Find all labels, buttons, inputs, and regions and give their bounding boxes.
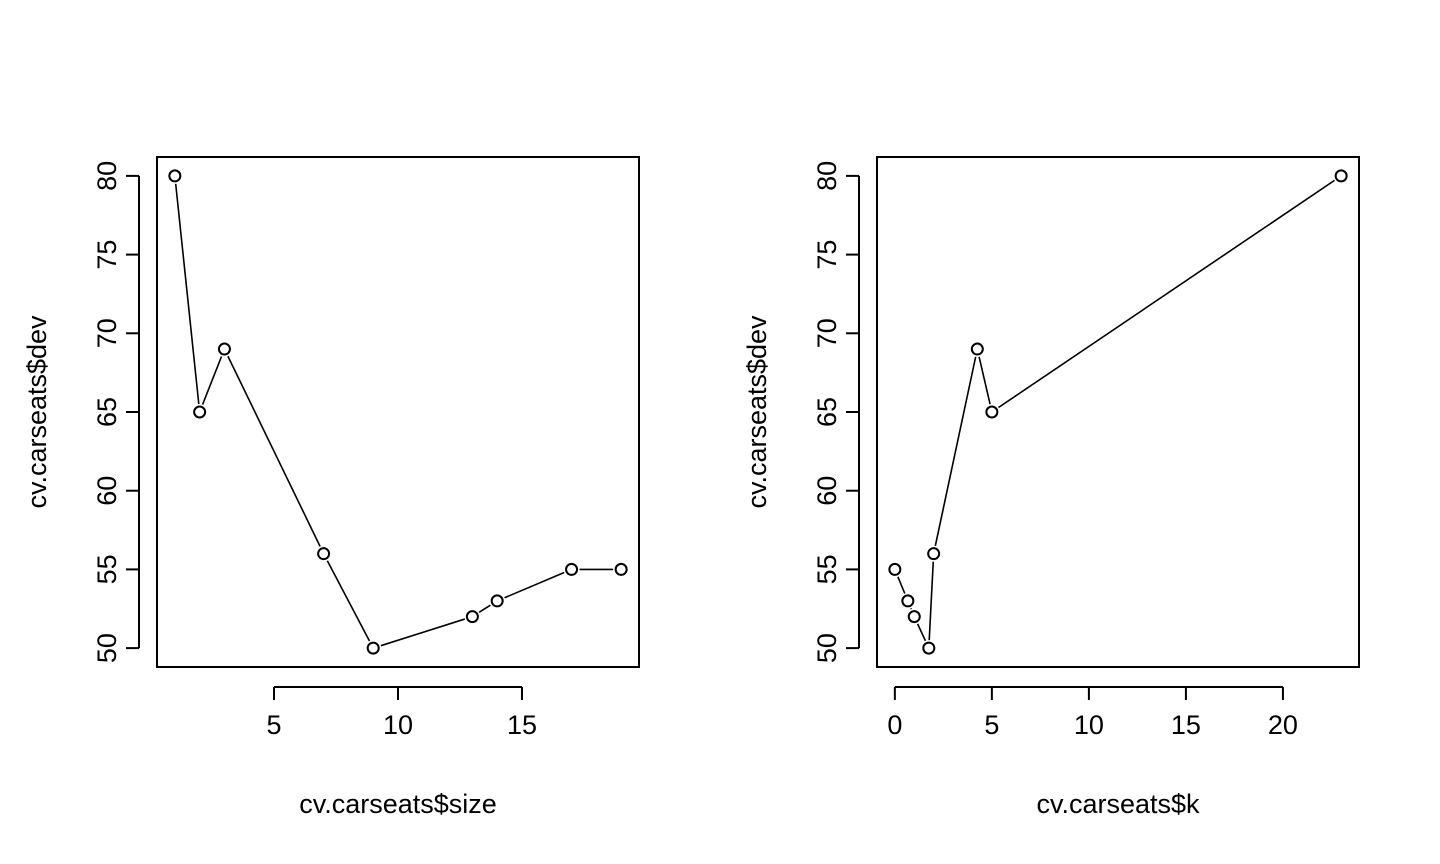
series-segment bbox=[227, 355, 321, 547]
series-segment bbox=[916, 623, 927, 642]
series-segment bbox=[978, 356, 991, 405]
y-tick-label: 50 bbox=[92, 633, 122, 663]
panel-k-vs-dev: 0 5 10 15 20 50 55 60 65 70 75 80 cv.carseats$k cv.… bbox=[742, 156, 1360, 819]
x-tick-label: 15 bbox=[507, 710, 537, 740]
y-tick-label: 50 bbox=[812, 633, 842, 663]
series-segment bbox=[201, 356, 223, 405]
data-point bbox=[490, 594, 504, 608]
x-tick-label: 10 bbox=[1074, 710, 1104, 740]
y-tick-label: 70 bbox=[92, 318, 122, 348]
x-tick-label: 5 bbox=[984, 710, 999, 740]
y-tick-label: 70 bbox=[812, 318, 842, 348]
panel-size-vs-dev: 5 10 15 50 55 60 65 70 75 80 cv.carseats$size cv.… bbox=[22, 156, 640, 819]
axes-layer: 0 5 10 15 20 50 55 60 65 70 75 80 bbox=[812, 161, 1298, 740]
data-point bbox=[907, 610, 921, 624]
lines-layer bbox=[897, 179, 1335, 642]
y-tick-label: 75 bbox=[92, 240, 122, 270]
y-tick-label: 60 bbox=[92, 476, 122, 506]
x-tick-label: 10 bbox=[383, 710, 413, 740]
y-tick-label: 60 bbox=[812, 476, 842, 506]
series-segment bbox=[478, 604, 491, 614]
data-point bbox=[366, 641, 380, 655]
series-segment bbox=[326, 560, 371, 642]
data-point bbox=[317, 547, 331, 561]
x-tick-label: 5 bbox=[267, 710, 282, 740]
y-tick-label: 65 bbox=[92, 397, 122, 427]
series-segment bbox=[998, 179, 1335, 409]
data-point bbox=[565, 562, 579, 576]
x-axis-label: cv.carseats$k bbox=[1036, 789, 1200, 819]
x-tick-label: 0 bbox=[887, 710, 902, 740]
data-point bbox=[922, 641, 936, 655]
data-point bbox=[888, 562, 902, 576]
series-segment bbox=[897, 576, 906, 594]
x-tick-label: 15 bbox=[1171, 710, 1201, 740]
series-segment bbox=[934, 356, 977, 547]
plot-box bbox=[156, 156, 640, 668]
data-point bbox=[217, 342, 231, 356]
x-axis-label: cv.carseats$size bbox=[299, 789, 497, 819]
data-point bbox=[927, 547, 941, 561]
x-tick-label: 20 bbox=[1268, 710, 1298, 740]
y-tick-label: 55 bbox=[92, 554, 122, 584]
data-point bbox=[1334, 169, 1348, 183]
data-point bbox=[193, 405, 207, 419]
data-point bbox=[168, 169, 182, 183]
lines-layer bbox=[174, 183, 614, 647]
plot-box bbox=[876, 156, 1360, 668]
y-tick-label: 80 bbox=[812, 161, 842, 191]
data-point bbox=[465, 610, 479, 624]
series-segment bbox=[380, 618, 465, 647]
series-segment bbox=[174, 183, 200, 405]
y-tick-label: 75 bbox=[812, 240, 842, 270]
y-tick-label: 80 bbox=[92, 161, 122, 191]
series-segment bbox=[504, 571, 565, 599]
y-tick-label: 55 bbox=[812, 554, 842, 584]
data-point bbox=[970, 342, 984, 356]
axes-layer: 5 10 15 50 55 60 65 70 75 80 bbox=[92, 161, 537, 740]
points-layer bbox=[168, 169, 628, 655]
data-point bbox=[985, 405, 999, 419]
points-layer bbox=[888, 169, 1348, 655]
data-point bbox=[901, 594, 915, 608]
y-tick-label: 65 bbox=[812, 397, 842, 427]
y-axis-label: cv.carseats$dev bbox=[742, 315, 772, 509]
y-axis-label: cv.carseats$dev bbox=[22, 315, 52, 509]
series-segment bbox=[928, 561, 935, 641]
data-point bbox=[614, 562, 628, 576]
